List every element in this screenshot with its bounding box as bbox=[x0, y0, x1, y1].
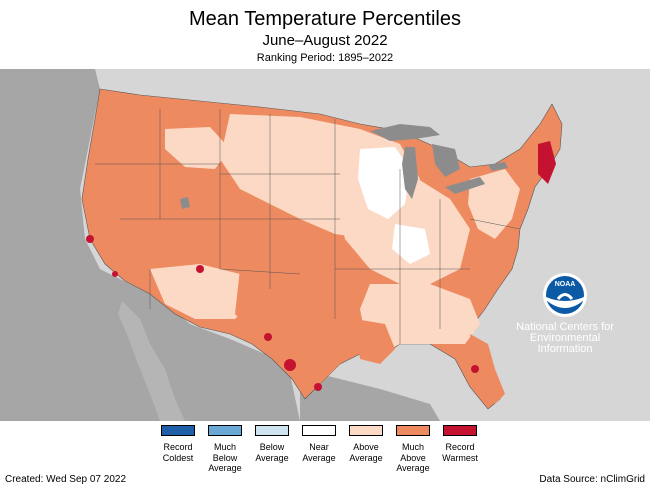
ncei-line-1: National Centers for bbox=[516, 321, 614, 333]
legend-swatch bbox=[443, 425, 477, 436]
ncei-line-2: Environmental bbox=[529, 332, 601, 344]
much-above-texas bbox=[235, 269, 352, 384]
baja-peninsula bbox=[118, 301, 185, 421]
legend-item-much-below-average: Much Below Average bbox=[200, 425, 250, 474]
noaa-logo-icon: NOAA bbox=[543, 273, 587, 317]
legend-swatch bbox=[396, 425, 430, 436]
legend-label: Near Average bbox=[302, 442, 336, 463]
lake-ontario bbox=[488, 162, 508, 171]
legend-label: Record Warmest bbox=[442, 442, 478, 463]
legend-label: Below Average bbox=[255, 442, 289, 463]
above-avg-montana bbox=[165, 127, 230, 169]
map-title: Mean Temperature Percentiles bbox=[189, 8, 461, 30]
legend-item-record-warmest: Record Warmest bbox=[435, 425, 485, 463]
record-warm-spot bbox=[86, 235, 94, 243]
created-date: Created: Wed Sep 07 2022 bbox=[5, 474, 127, 485]
record-warm-spot bbox=[471, 365, 479, 373]
legend-item-record-coldest: Record Coldest bbox=[153, 425, 203, 463]
legend-item-much-above-average: Much Above Average bbox=[388, 425, 438, 474]
ncei-line-3: Information bbox=[537, 343, 593, 355]
canada-land bbox=[0, 69, 650, 174]
ranking-period: Ranking Period: 1895–2022 bbox=[256, 52, 394, 64]
mexico-land-east bbox=[300, 369, 440, 421]
lake-michigan bbox=[402, 147, 418, 199]
svg-text:NOAA: NOAA bbox=[555, 281, 576, 288]
record-warm-spot bbox=[196, 265, 204, 273]
legend-item-below-average: Below Average bbox=[247, 425, 297, 463]
us-temperature-map bbox=[0, 69, 650, 421]
great-salt-lake bbox=[180, 197, 190, 209]
lake-huron bbox=[432, 144, 460, 177]
legend-label: Record Coldest bbox=[162, 442, 194, 463]
legend-item-above-average: Above Average bbox=[341, 425, 391, 463]
record-warm-spot bbox=[112, 271, 118, 277]
legend: Record Coldest Much Below Average Below … bbox=[153, 425, 483, 477]
mexico-land bbox=[0, 69, 300, 421]
near-avg-upper-midwest bbox=[358, 147, 410, 219]
record-warm-spot bbox=[314, 383, 322, 391]
legend-label: Much Below Average bbox=[208, 442, 242, 473]
much-above-florida bbox=[470, 334, 505, 404]
legend-swatch bbox=[161, 425, 195, 436]
lake-superior bbox=[370, 124, 440, 141]
legend-swatch bbox=[302, 425, 336, 436]
legend-swatch bbox=[255, 425, 289, 436]
legend-swatch bbox=[349, 425, 383, 436]
data-source: Data Source: nClimGrid bbox=[539, 474, 645, 485]
ncei-name: National Centers for Environmental Infor… bbox=[505, 322, 625, 355]
legend-swatch bbox=[208, 425, 242, 436]
legend-item-near-average: Near Average bbox=[294, 425, 344, 463]
near-avg-central bbox=[392, 224, 430, 264]
above-avg-northeast bbox=[468, 169, 520, 239]
legend-label: Above Average bbox=[349, 442, 383, 463]
much-above-lower-miss bbox=[355, 319, 395, 364]
legend-label: Much Above Average bbox=[396, 442, 430, 473]
lake-erie bbox=[445, 177, 485, 194]
above-avg-southwest bbox=[150, 264, 255, 319]
record-warm-northeast bbox=[538, 141, 556, 184]
map-subtitle: June–August 2022 bbox=[262, 32, 388, 49]
state-boundaries bbox=[95, 109, 521, 344]
record-warm-spot bbox=[284, 359, 296, 371]
record-warm-spot bbox=[264, 333, 272, 341]
